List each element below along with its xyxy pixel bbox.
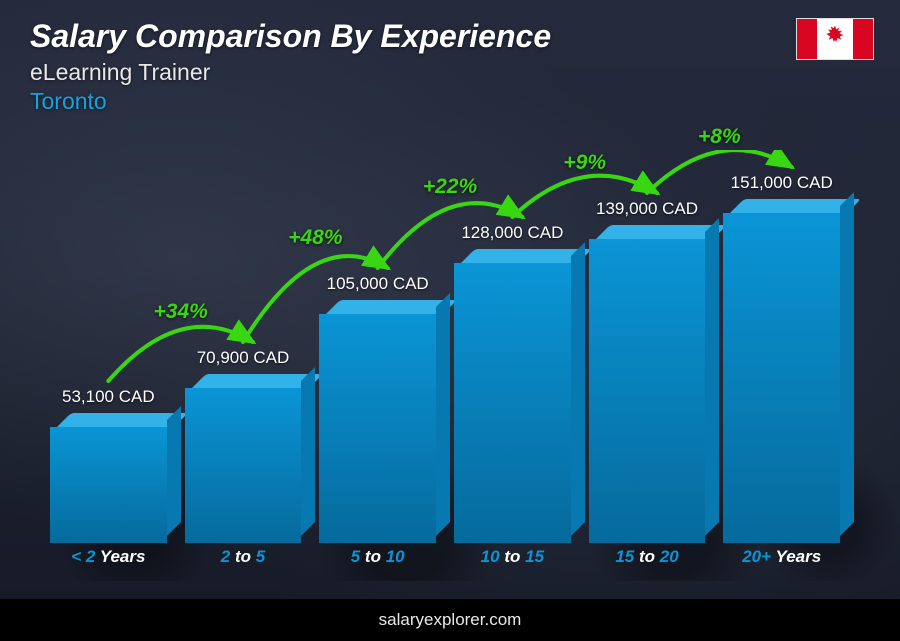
bar	[185, 374, 302, 543]
flag-band-right	[853, 19, 873, 59]
bar-value-label: 151,000 CAD	[731, 173, 833, 193]
bar	[723, 199, 840, 543]
bar-slot: 105,000 CAD	[319, 274, 436, 543]
growth-arc-label: +22%	[423, 175, 477, 199]
growth-arc-label: +9%	[563, 151, 606, 175]
footer-text: salaryexplorer.com	[379, 610, 522, 630]
bar-front-face	[319, 314, 436, 543]
page-location: Toronto	[30, 88, 870, 115]
bar-side-face	[436, 293, 450, 536]
bar-front-face	[723, 213, 840, 543]
bar-value-label: 128,000 CAD	[461, 223, 563, 243]
bar-side-face	[301, 367, 315, 536]
bar-front-face	[185, 388, 302, 543]
x-axis: < 2 Years 2 to 5 5 to 10 10 to 15 15 to 20 20…	[40, 547, 850, 571]
bar	[319, 300, 436, 543]
growth-arc-label: +48%	[288, 226, 342, 250]
flag-band-left	[797, 19, 817, 59]
bar-front-face	[50, 427, 167, 543]
bars-container: 53,100 CAD 70,900 CAD 105,000 CAD 128,000 C…	[40, 150, 850, 543]
bar-side-face	[705, 218, 719, 536]
flag-canada	[796, 18, 874, 60]
bar	[589, 225, 706, 543]
x-axis-label: 5 to 10	[319, 547, 436, 571]
bar-slot: 53,100 CAD	[50, 387, 167, 543]
bar	[50, 413, 167, 543]
bar-slot: 128,000 CAD	[454, 223, 571, 543]
salary-bar-chart: 53,100 CAD 70,900 CAD 105,000 CAD 128,000 C…	[40, 150, 850, 571]
bar-slot: 139,000 CAD	[589, 199, 706, 543]
page-title: Salary Comparison By Experience	[30, 18, 870, 55]
x-axis-label: 2 to 5	[185, 547, 302, 571]
x-axis-label: < 2 Years	[50, 547, 167, 571]
maple-leaf-icon	[822, 24, 848, 55]
bar-slot: 151,000 CAD	[723, 173, 840, 543]
footer: salaryexplorer.com	[0, 599, 900, 641]
header: Salary Comparison By Experience eLearnin…	[30, 18, 870, 115]
bar-side-face	[167, 406, 181, 536]
page-subtitle: eLearning Trainer	[30, 59, 870, 86]
bar-value-label: 139,000 CAD	[596, 199, 698, 219]
bar-front-face	[589, 239, 706, 543]
x-axis-label: 20+ Years	[723, 547, 840, 571]
bar	[454, 249, 571, 543]
bar-value-label: 70,900 CAD	[197, 348, 290, 368]
growth-arc-label: +34%	[154, 300, 208, 324]
bar-value-label: 105,000 CAD	[327, 274, 429, 294]
growth-arc-label: +8%	[698, 125, 741, 149]
x-axis-label: 15 to 20	[589, 547, 706, 571]
bar-side-face	[571, 242, 585, 536]
bar-value-label: 53,100 CAD	[62, 387, 155, 407]
bar-slot: 70,900 CAD	[185, 348, 302, 543]
bar-front-face	[454, 263, 571, 543]
x-axis-label: 10 to 15	[454, 547, 571, 571]
bar-side-face	[840, 192, 854, 536]
